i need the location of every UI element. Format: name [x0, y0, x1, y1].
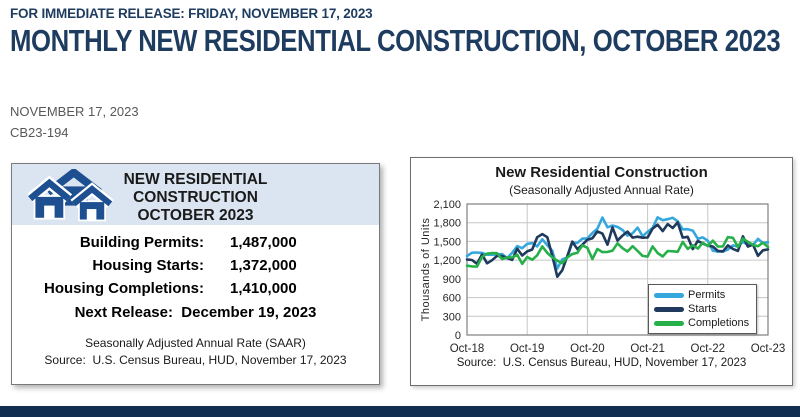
svg-text:1,800: 1,800 [433, 218, 461, 230]
saar-note: Seasonally Adjusted Annual Rate (SAAR) [85, 336, 306, 350]
legend-item-starts: Starts [654, 302, 751, 316]
chart-title: New Residential Construction [495, 164, 708, 181]
summary-card: NEW RESIDENTIAL CONSTRUCTION OCTOBER 202… [11, 163, 380, 385]
svg-text:Oct-19: Oct-19 [510, 343, 545, 355]
chart-source-line: Source: U.S. Census Bureau, HUD, Novembe… [456, 357, 747, 369]
svg-text:1,200: 1,200 [433, 255, 461, 267]
svg-text:Thousands of Units: Thousands of Units [420, 218, 432, 322]
summary-stats: Building Permits: 1,487,000 Housing Star… [12, 234, 379, 303]
page-title-wrap: MONTHLY NEW RESIDENTIAL CONSTRUCTION, OC… [10, 24, 790, 57]
stat-row-housing-starts: Housing Starts: 1,372,000 [12, 257, 379, 274]
svg-text:2,100: 2,100 [433, 199, 461, 211]
legend-item-permits: Permits [654, 288, 751, 302]
stat-value: 1,410,000 [230, 280, 297, 297]
line-chart-plot: 0 300 600 900 1,200 1,500 1,800 2,100 Oct-18 Oct-… [420, 199, 786, 355]
svg-text:Oct-18: Oct-18 [450, 343, 485, 355]
summary-card-title: NEW RESIDENTIAL CONSTRUCTION OCTOBER 202… [123, 171, 268, 224]
svg-text:1,500: 1,500 [433, 236, 461, 248]
summary-source-line: Source: U.S. Census Bureau, HUD, Novembe… [44, 353, 347, 367]
chart-card: 0 300 600 900 1,200 1,500 1,800 2,100 Oct-18 Oct-… [410, 157, 793, 386]
legend-label: Starts [688, 303, 717, 315]
next-release-line: Next Release: December 19, 2023 [74, 304, 317, 321]
chart-legend: Permits Starts Completions [648, 284, 757, 334]
chart-subtitle: (Seasonally Adjusted Annual Rate) [509, 183, 694, 197]
svg-text:Oct-20: Oct-20 [570, 343, 605, 355]
svg-text:900: 900 [443, 274, 461, 286]
stat-row-building-permits: Building Permits: 1,487,000 [12, 234, 379, 251]
page-title: MONTHLY NEW RESIDENTIAL CONSTRUCTION, OC… [10, 23, 781, 58]
stat-label: Building Permits: [79, 234, 204, 251]
stat-row-housing-completions: Housing Completions: 1,410,000 [12, 280, 379, 297]
starts-line-swatch [654, 306, 684, 312]
svg-text:Oct-21: Oct-21 [630, 343, 665, 355]
svg-text:600: 600 [443, 293, 461, 305]
release-number: CB23-194 [10, 125, 69, 140]
stat-value: 1,487,000 [230, 234, 297, 251]
release-line: FOR IMMEDIATE RELEASE: FRIDAY, NOVEMBER … [10, 6, 373, 21]
footer-bar [0, 406, 800, 417]
stat-value: 1,372,000 [230, 257, 297, 274]
legend-label: Permits [688, 289, 726, 301]
release-date: NOVEMBER 17, 2023 [10, 104, 139, 119]
completions-line-swatch [654, 320, 684, 326]
svg-text:300: 300 [443, 311, 461, 323]
svg-text:0: 0 [455, 330, 461, 342]
summary-card-header: NEW RESIDENTIAL CONSTRUCTION OCTOBER 202… [12, 164, 379, 225]
svg-text:Oct-23: Oct-23 [751, 343, 786, 355]
stat-label: Housing Completions: [44, 280, 204, 297]
legend-item-completions: Completions [654, 316, 751, 330]
permits-line-swatch [654, 292, 684, 298]
stat-label: Housing Starts: [92, 257, 204, 274]
legend-label: Completions [688, 317, 750, 329]
svg-text:Oct-22: Oct-22 [691, 343, 726, 355]
houses-icon [28, 169, 114, 222]
